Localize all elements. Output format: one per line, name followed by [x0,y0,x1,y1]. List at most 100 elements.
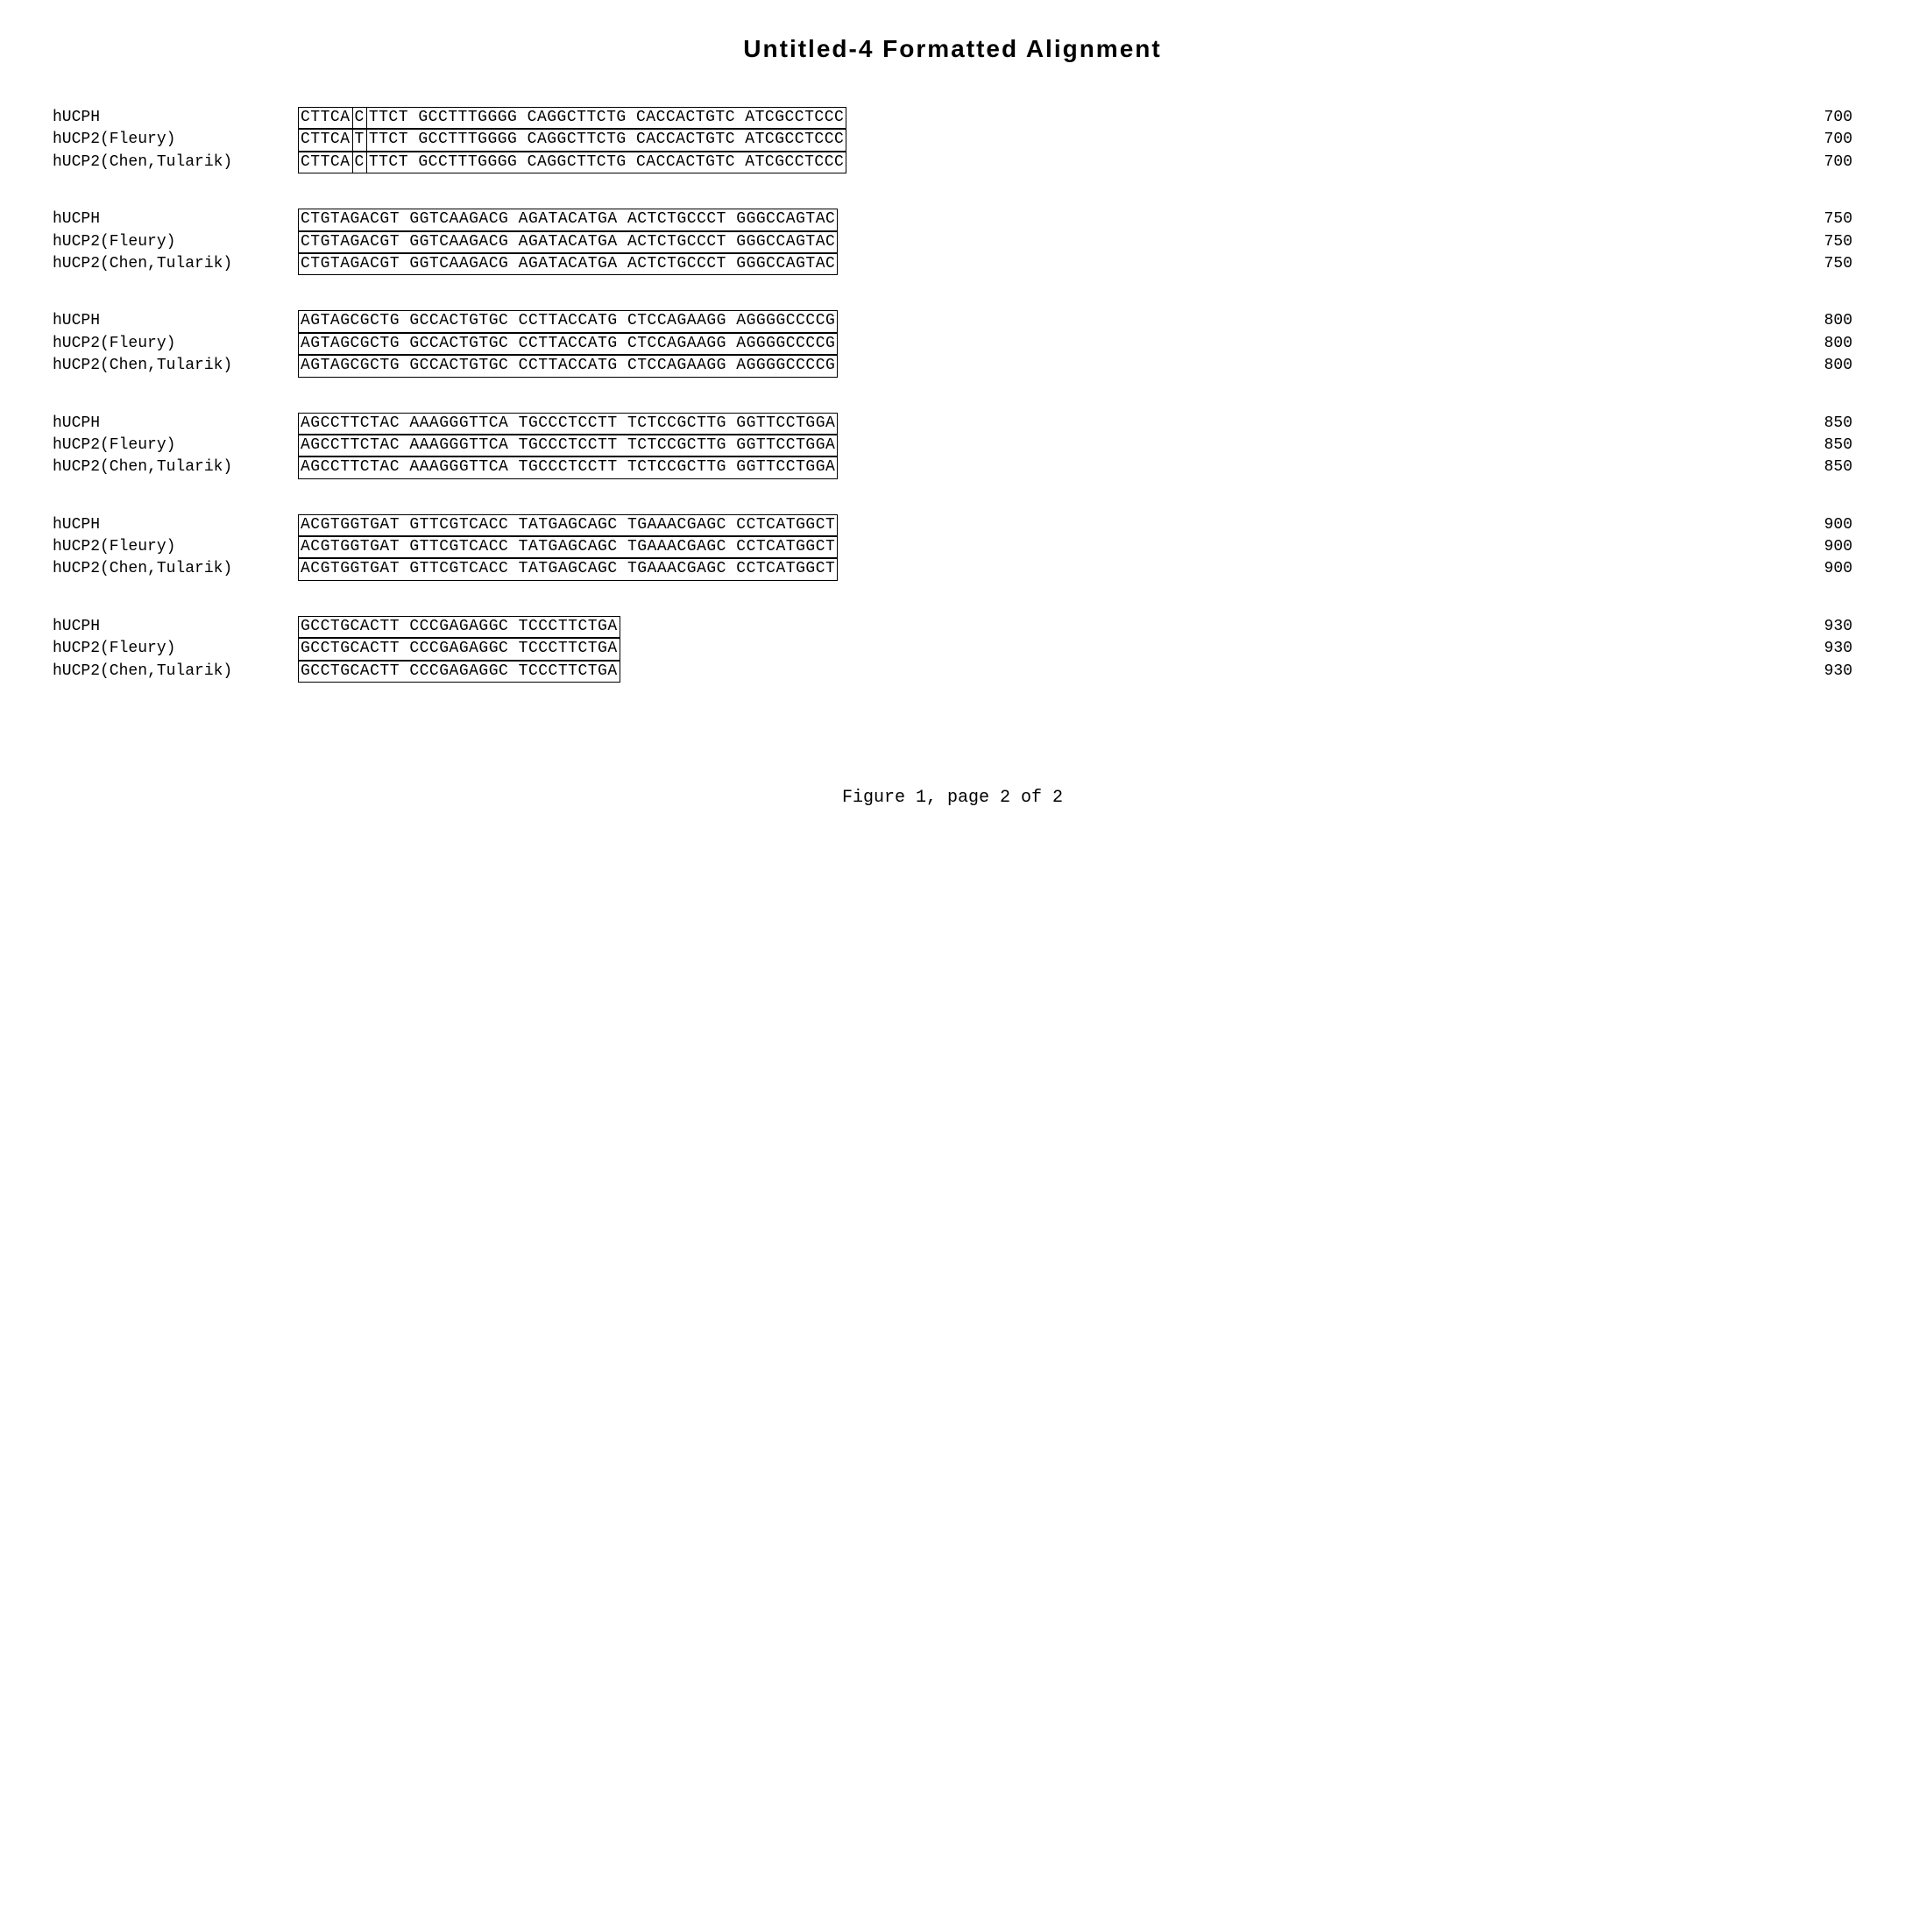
sequence-label: hUCP2(Chen,Tularik) [53,356,298,376]
sequence-segment: CTGTAGACGT GGTCAAGACG AGATACATGA ACTCTGC… [298,209,838,230]
sequence-label: hUCPH [53,209,298,230]
sequence-segment: ACGTGGTGAT GTTCGTCACC TATGAGCAGC TGAAACG… [298,514,838,536]
sequence-segment: CTGTAGACGT GGTCAAGACG AGATACATGA ACTCTGC… [298,231,838,253]
alignment-row: hUCP2(Fleury)CTGTAGACGT GGTCAAGACG AGATA… [53,231,1852,253]
position-number: 900 [1756,559,1852,579]
sequence-text: AGCCTTCTAC AAAGGGTTCA TGCCCTCCTT TCTCCGC… [298,413,1756,435]
sequence-label: hUCPH [53,108,298,128]
sequence-segment-variant: T [352,129,367,151]
alignment-row: hUCPHGCCTGCACTT CCCGAGAGGC TCCCTTCTGA 930 [53,616,1852,638]
sequence-label: hUCP2(Fleury) [53,334,298,354]
sequence-segment: GCCTGCACTT CCCGAGAGGC TCCCTTCTGA [298,661,620,683]
alignment-block: hUCPHAGTAGCGCTG GCCACTGTGC CCTTACCATG CT… [53,310,1852,377]
position-number: 700 [1756,152,1852,173]
alignment-row: hUCP2(Chen,Tularik)AGCCTTCTAC AAAGGGTTCA… [53,456,1852,478]
sequence-text: GCCTGCACTT CCCGAGAGGC TCCCTTCTGA [298,638,1756,660]
sequence-label: hUCP2(Fleury) [53,130,298,150]
position-number: 900 [1756,515,1852,535]
alignment-block: hUCPHGCCTGCACTT CCCGAGAGGC TCCCTTCTGA930… [53,616,1852,683]
sequence-text: AGTAGCGCTG GCCACTGTGC CCTTACCATG CTCCAGA… [298,355,1756,377]
sequence-text: CTTCATTTCT GCCTTTGGGG CAGGCTTCTG CACCACT… [298,129,1756,151]
position-number: 800 [1756,334,1852,354]
sequence-label: hUCP2(Chen,Tularik) [53,457,298,478]
position-number: 930 [1756,662,1852,682]
position-number: 800 [1756,356,1852,376]
alignment-block: hUCPHCTTCACTTCT GCCTTTGGGG CAGGCTTCTG CA… [53,107,1852,173]
sequence-segment: TTCT GCCTTTGGGG CAGGCTTCTG CACCACTGTC AT… [367,129,846,151]
page-title: Untitled-4 Formatted Alignment [53,35,1852,63]
sequence-text: CTGTAGACGT GGTCAAGACG AGATACATGA ACTCTGC… [298,209,1756,230]
sequence-label: hUCP2(Fleury) [53,639,298,659]
alignment-row: hUCP2(Fleury)ACGTGGTGAT GTTCGTCACC TATGA… [53,536,1852,558]
position-number: 750 [1756,254,1852,274]
sequence-segment: CTTCA [298,152,352,173]
sequence-label: hUCPH [53,311,298,331]
alignment-block: hUCPHAGCCTTCTAC AAAGGGTTCA TGCCCTCCTT TC… [53,413,1852,479]
alignment-row: hUCP2(Fleury)CTTCATTTCT GCCTTTGGGG CAGGC… [53,129,1852,151]
position-number: 750 [1756,209,1852,230]
position-number: 750 [1756,232,1852,252]
sequence-label: hUCP2(Fleury) [53,232,298,252]
sequence-segment-variant: C [352,152,367,173]
sequence-segment: GCCTGCACTT CCCGAGAGGC TCCCTTCTGA [298,616,620,638]
sequence-segment: AGTAGCGCTG GCCACTGTGC CCTTACCATG CTCCAGA… [298,310,838,332]
sequence-segment-variant: C [352,107,367,129]
sequence-text: CTTCACTTCT GCCTTTGGGG CAGGCTTCTG CACCACT… [298,152,1756,173]
alignment-row: hUCP2(Chen,Tularik)AGTAGCGCTG GCCACTGTGC… [53,355,1852,377]
sequence-text: ACGTGGTGAT GTTCGTCACC TATGAGCAGC TGAAACG… [298,558,1756,580]
alignment-block: hUCPHACGTGGTGAT GTTCGTCACC TATGAGCAGC TG… [53,514,1852,581]
sequence-segment: AGCCTTCTAC AAAGGGTTCA TGCCCTCCTT TCTCCGC… [298,413,838,435]
sequence-segment: AGTAGCGCTG GCCACTGTGC CCTTACCATG CTCCAGA… [298,333,838,355]
sequence-segment: CTTCA [298,107,352,129]
sequence-text: AGCCTTCTAC AAAGGGTTCA TGCCCTCCTT TCTCCGC… [298,435,1756,456]
sequence-segment: ACGTGGTGAT GTTCGTCACC TATGAGCAGC TGAAACG… [298,536,838,558]
alignment-row: hUCPHCTTCACTTCT GCCTTTGGGG CAGGCTTCTG CA… [53,107,1852,129]
sequence-text: AGTAGCGCTG GCCACTGTGC CCTTACCATG CTCCAGA… [298,333,1756,355]
sequence-label: hUCPH [53,617,298,637]
alignment-row: hUCPHAGCCTTCTAC AAAGGGTTCA TGCCCTCCTT TC… [53,413,1852,435]
alignment-row: hUCPHACGTGGTGAT GTTCGTCACC TATGAGCAGC TG… [53,514,1852,536]
alignment-block: hUCPHCTGTAGACGT GGTCAAGACG AGATACATGA AC… [53,209,1852,275]
sequence-segment: CTGTAGACGT GGTCAAGACG AGATACATGA ACTCTGC… [298,253,838,275]
sequence-label: hUCP2(Chen,Tularik) [53,254,298,274]
sequence-label: hUCP2(Chen,Tularik) [53,662,298,682]
sequence-segment: CTTCA [298,129,352,151]
sequence-text: GCCTGCACTT CCCGAGAGGC TCCCTTCTGA [298,661,1756,683]
position-number: 850 [1756,457,1852,478]
position-number: 800 [1756,311,1852,331]
sequence-segment: AGCCTTCTAC AAAGGGTTCA TGCCCTCCTT TCTCCGC… [298,456,838,478]
alignment-container: hUCPHCTTCACTTCT GCCTTTGGGG CAGGCTTCTG CA… [53,107,1852,683]
sequence-text: GCCTGCACTT CCCGAGAGGC TCCCTTCTGA [298,616,1756,638]
position-number: 930 [1756,617,1852,637]
sequence-label: hUCP2(Fleury) [53,537,298,557]
sequence-label: hUCP2(Chen,Tularik) [53,152,298,173]
sequence-segment: AGCCTTCTAC AAAGGGTTCA TGCCCTCCTT TCTCCGC… [298,435,838,456]
sequence-segment: GCCTGCACTT CCCGAGAGGC TCCCTTCTGA [298,638,620,660]
alignment-row: hUCPHCTGTAGACGT GGTCAAGACG AGATACATGA AC… [53,209,1852,230]
sequence-text: CTTCACTTCT GCCTTTGGGG CAGGCTTCTG CACCACT… [298,107,1756,129]
sequence-segment: ACGTGGTGAT GTTCGTCACC TATGAGCAGC TGAAACG… [298,558,838,580]
position-number: 850 [1756,435,1852,456]
alignment-row: hUCPHAGTAGCGCTG GCCACTGTGC CCTTACCATG CT… [53,310,1852,332]
position-number: 700 [1756,130,1852,150]
alignment-row: hUCP2(Chen,Tularik)CTTCACTTCT GCCTTTGGGG… [53,152,1852,173]
sequence-text: CTGTAGACGT GGTCAAGACG AGATACATGA ACTCTGC… [298,253,1756,275]
sequence-label: hUCP2(Fleury) [53,435,298,456]
alignment-row: hUCP2(Chen,Tularik)ACGTGGTGAT GTTCGTCACC… [53,558,1852,580]
position-number: 900 [1756,537,1852,557]
sequence-label: hUCP2(Chen,Tularik) [53,559,298,579]
alignment-row: hUCP2(Fleury)AGTAGCGCTG GCCACTGTGC CCTTA… [53,333,1852,355]
sequence-label: hUCPH [53,414,298,434]
alignment-row: hUCP2(Fleury)GCCTGCACTT CCCGAGAGGC TCCCT… [53,638,1852,660]
sequence-label: hUCPH [53,515,298,535]
position-number: 930 [1756,639,1852,659]
alignment-row: hUCP2(Chen,Tularik)GCCTGCACTT CCCGAGAGGC… [53,661,1852,683]
sequence-text: ACGTGGTGAT GTTCGTCACC TATGAGCAGC TGAAACG… [298,536,1756,558]
sequence-text: ACGTGGTGAT GTTCGTCACC TATGAGCAGC TGAAACG… [298,514,1756,536]
sequence-text: AGTAGCGCTG GCCACTGTGC CCTTACCATG CTCCAGA… [298,310,1756,332]
position-number: 700 [1756,108,1852,128]
figure-caption: Figure 1, page 2 of 2 [53,788,1852,808]
sequence-text: AGCCTTCTAC AAAGGGTTCA TGCCCTCCTT TCTCCGC… [298,456,1756,478]
sequence-segment: AGTAGCGCTG GCCACTGTGC CCTTACCATG CTCCAGA… [298,355,838,377]
sequence-segment: TTCT GCCTTTGGGG CAGGCTTCTG CACCACTGTC AT… [367,107,846,129]
